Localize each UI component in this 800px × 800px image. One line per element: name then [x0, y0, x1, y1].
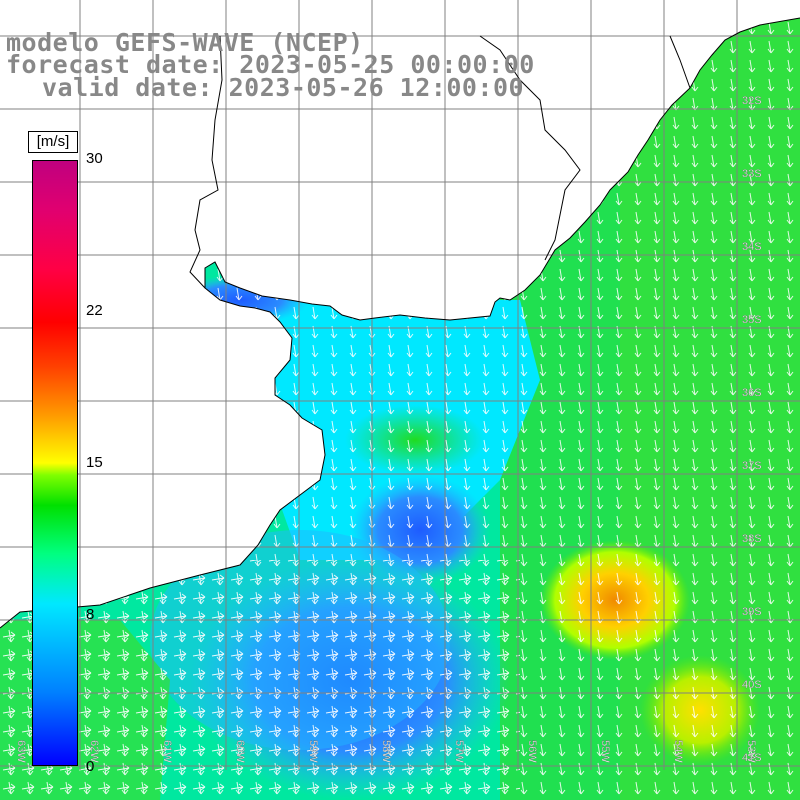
lat-label: 36S — [742, 387, 762, 399]
lat-label: 35S — [742, 314, 762, 326]
lon-label: 62W — [88, 740, 100, 763]
colorbar-unit: [m/s] — [28, 131, 78, 153]
lon-label: 56W — [526, 740, 538, 763]
lon-label: 61W — [161, 740, 173, 763]
lon-label: 53W — [745, 740, 757, 763]
lon-label: 57W — [453, 740, 465, 763]
lat-label: 34S — [742, 241, 762, 253]
lon-labels: 63W 62W 61W 60W 59W 58W 57W 56W 55W 54W … — [15, 740, 757, 764]
lat-label: 38S — [742, 533, 762, 545]
lon-label: 63W — [15, 740, 27, 763]
lat-label: 39S — [742, 606, 762, 618]
river-line — [189, 35, 223, 289]
colorbar-tick: 8 — [86, 606, 95, 623]
lat-labels: 32S 33S 34S 35S 36S 37S 38S 39S 40S 41S — [742, 95, 762, 764]
lat-label: 32S — [742, 95, 762, 107]
border-line — [479, 35, 581, 261]
lat-label: 37S — [742, 460, 762, 472]
lat-label: 33S — [742, 168, 762, 180]
title-forecast-date: forecast date: 2023-05-25 00:00:00 — [6, 50, 535, 79]
colorbar — [33, 161, 77, 765]
lon-label: 55W — [599, 740, 611, 763]
colorbar-tick: 15 — [86, 454, 103, 471]
lon-label: 58W — [380, 740, 392, 763]
colorbar-frame — [32, 160, 78, 766]
lon-label: 54W — [672, 740, 684, 763]
graticule — [0, 0, 800, 770]
colorbar-tick: 30 — [86, 150, 103, 167]
colorbar-tick: 22 — [86, 302, 103, 319]
colorbar-tick: 0 — [86, 758, 95, 775]
title-model: modelo GEFS-WAVE (NCEP) — [6, 28, 364, 57]
title-valid-date: valid date: 2023-05-26 12:00:00 — [42, 73, 525, 102]
lat-label: 41S — [742, 752, 762, 764]
lon-label: 60W — [234, 740, 246, 763]
lat-label: 40S — [742, 679, 762, 691]
lon-label: 59W — [307, 740, 319, 763]
coastline — [0, 17, 800, 629]
